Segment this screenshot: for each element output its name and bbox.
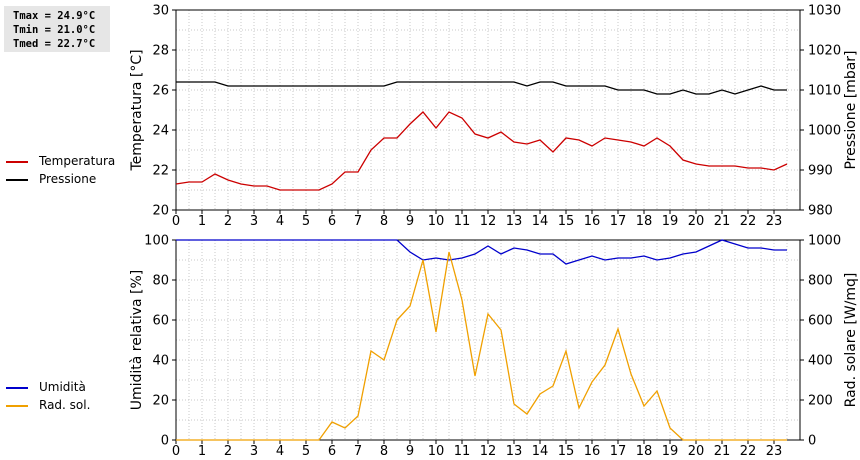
chart2-xtick-label: 14 bbox=[532, 444, 549, 459]
chart1-xtick-label: 21 bbox=[714, 214, 731, 229]
chart2-series-2-line bbox=[176, 251, 787, 441]
chart2-ytick-left-label: 100 bbox=[144, 234, 169, 249]
chart1-xtick-label: 1 bbox=[198, 214, 206, 229]
chart2-xtick-label: 9 bbox=[406, 444, 414, 459]
chart2-ytick-right-label: 800 bbox=[808, 274, 833, 289]
chart1-ytick-right-label: 1000 bbox=[808, 124, 841, 139]
chart1-xtick-label: 20 bbox=[688, 214, 705, 229]
stats-box: Tmax = 24.9°C Tmin = 21.0°C Tmed = 22.7°… bbox=[4, 6, 110, 52]
chart2-ytick-right-label: 400 bbox=[808, 354, 833, 369]
chart2-ytick-left-label: 40 bbox=[152, 354, 169, 369]
chart1-ytick-right-label: 980 bbox=[808, 204, 833, 219]
chart1-ytick-right-label: 1030 bbox=[808, 4, 841, 19]
chart1-xtick-label: 17 bbox=[610, 214, 627, 229]
chart1-xtick-label: 10 bbox=[428, 214, 445, 229]
chart2-ytick-right-label: 200 bbox=[808, 394, 833, 409]
chart1-xtick-label: 13 bbox=[506, 214, 523, 229]
chart2-xtick-label: 5 bbox=[302, 444, 310, 459]
legend-label: Pressione bbox=[39, 172, 97, 186]
legend-label: Temperatura bbox=[39, 154, 116, 168]
chart1-xtick-label: 19 bbox=[662, 214, 679, 229]
chart2-xtick-label: 6 bbox=[328, 444, 336, 459]
chart1-xtick-label: 22 bbox=[740, 214, 757, 229]
tmed-label: Tmed = 22.7°C bbox=[13, 38, 96, 50]
chart2-xtick-label: 23 bbox=[766, 444, 783, 459]
chart1-xtick-label: 6 bbox=[328, 214, 336, 229]
chart2-ytick-right-label: 0 bbox=[808, 434, 816, 449]
chart1-series-1-line bbox=[175, 111, 788, 191]
tmin-label: Tmin = 21.0°C bbox=[13, 24, 96, 36]
chart1-xtick-label: 5 bbox=[302, 214, 310, 229]
chart2-xtick-label: 3 bbox=[250, 444, 258, 459]
chart2-xtick-label: 0 bbox=[172, 444, 180, 459]
chart1-xtick-label: 16 bbox=[584, 214, 601, 229]
chart2-xtick-label: 7 bbox=[354, 444, 362, 459]
chart1-ylabel-left: Temperatura [°C] bbox=[129, 49, 145, 171]
legend-swatch bbox=[6, 179, 28, 181]
chart2-xtick-label: 1 bbox=[198, 444, 206, 459]
chart1-xtick-label: 12 bbox=[480, 214, 497, 229]
chart2-xtick-label: 12 bbox=[480, 444, 497, 459]
chart2-xtick-label: 20 bbox=[688, 444, 705, 459]
chart1-ytick-left-label: 28 bbox=[152, 44, 169, 59]
chart2-ytick-left-label: 20 bbox=[152, 394, 169, 409]
chart2-xtick-label: 22 bbox=[740, 444, 757, 459]
chart1-xtick-label: 3 bbox=[250, 214, 258, 229]
chart2-xtick-label: 17 bbox=[610, 444, 627, 459]
chart1-xtick-label: 14 bbox=[532, 214, 549, 229]
chart2-xtick-label: 19 bbox=[662, 444, 679, 459]
chart1-ytick-left-label: 24 bbox=[152, 124, 169, 139]
chart1-xtick-label: 0 bbox=[172, 214, 180, 229]
chart2-xtick-label: 11 bbox=[454, 444, 471, 459]
chart1-ylabel-right: Pressione [mbar] bbox=[843, 50, 859, 169]
chart1-xtick-label: 8 bbox=[380, 214, 388, 229]
chart2-xtick-label: 21 bbox=[714, 444, 731, 459]
chart2-xtick-label: 8 bbox=[380, 444, 388, 459]
chart1-xtick-label: 23 bbox=[766, 214, 783, 229]
chart2-series-1-line bbox=[176, 239, 787, 265]
legend-label: Rad. sol. bbox=[39, 398, 91, 412]
chart1-ytick-right-label: 1010 bbox=[808, 84, 841, 99]
chart1-xtick-label: 2 bbox=[224, 214, 232, 229]
chart1-xtick-label: 9 bbox=[406, 214, 414, 229]
chart1-ytick-left-label: 20 bbox=[152, 204, 169, 219]
chart2-ylabel-right: Rad. solare [W/mq] bbox=[843, 273, 859, 408]
chart2-xtick-label: 4 bbox=[276, 444, 284, 459]
chart2-xtick-label: 13 bbox=[506, 444, 523, 459]
chart2-xtick-label: 18 bbox=[636, 444, 653, 459]
chart2-xtick-label: 15 bbox=[558, 444, 575, 459]
chart2-xtick-label: 16 bbox=[584, 444, 601, 459]
chart2-ytick-right-label: 600 bbox=[808, 314, 833, 329]
chart1-ytick-right-label: 1020 bbox=[808, 44, 841, 59]
legend-swatch bbox=[6, 161, 28, 163]
chart1-xtick-label: 7 bbox=[354, 214, 362, 229]
chart1-ytick-left-label: 30 bbox=[152, 4, 169, 19]
chart1-xtick-label: 4 bbox=[276, 214, 284, 229]
chart2-ytick-left-label: 60 bbox=[152, 314, 169, 329]
chart2-ytick-left-label: 0 bbox=[161, 434, 169, 449]
legend-swatch bbox=[6, 387, 28, 389]
chart1-xtick-label: 11 bbox=[454, 214, 471, 229]
chart2-xtick-label: 10 bbox=[428, 444, 445, 459]
chart1-ytick-left-label: 22 bbox=[152, 164, 169, 179]
chart2-ylabel-left: Umidità relativa [%] bbox=[129, 270, 145, 411]
legend-label: Umidità bbox=[39, 380, 86, 394]
chart1-ytick-left-label: 26 bbox=[152, 84, 169, 99]
chart2-ytick-right-label: 1000 bbox=[808, 234, 841, 249]
chart2-ytick-left-label: 80 bbox=[152, 274, 169, 289]
chart1-xtick-label: 15 bbox=[558, 214, 575, 229]
chart1-xtick-label: 18 bbox=[636, 214, 653, 229]
legend-swatch bbox=[6, 405, 28, 407]
tmax-label: Tmax = 24.9°C bbox=[13, 10, 96, 22]
chart1-ytick-right-label: 990 bbox=[808, 164, 833, 179]
chart1-series-2-line bbox=[176, 81, 787, 95]
chart2-xtick-label: 2 bbox=[224, 444, 232, 459]
